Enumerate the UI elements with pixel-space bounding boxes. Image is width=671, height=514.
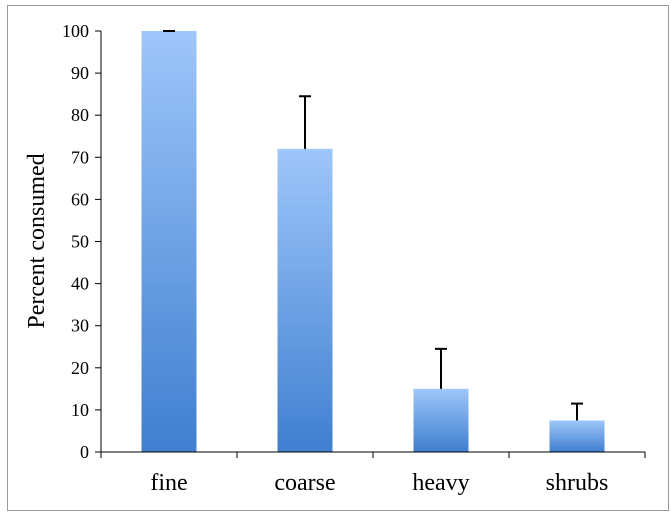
y-tick-label: 70 — [71, 147, 89, 167]
y-tick-label: 0 — [80, 442, 89, 462]
bar-chart: Percent consumed fine coarse heavy shrubs 0 1… — [24, 21, 646, 496]
bar-fine — [141, 31, 197, 452]
x-tick-label: coarse — [274, 470, 335, 496]
x-tick-label: heavy — [412, 470, 469, 496]
bar-coarse — [277, 148, 333, 452]
bar-heavy — [413, 388, 469, 452]
y-tick-label: 10 — [71, 400, 89, 420]
y-tick-label: 90 — [71, 63, 89, 83]
y-tick-label: 80 — [71, 105, 89, 125]
x-tick-label: fine — [150, 470, 187, 496]
bar-shrubs — [549, 420, 605, 452]
y-tick-label: 50 — [71, 232, 89, 252]
y-tick-label: 30 — [71, 316, 89, 336]
y-tick-label: 20 — [71, 358, 89, 378]
y-axis-label: Percent consumed — [24, 153, 50, 328]
y-tick-label: 100 — [62, 21, 89, 41]
y-tick-label: 40 — [71, 274, 89, 294]
y-tick-label: 60 — [71, 189, 89, 209]
chart-frame: Percent consumed fine coarse heavy shrubs 0 1… — [7, 5, 669, 511]
x-tick-label: shrubs — [546, 470, 609, 496]
plot-area: fine coarse heavy shrubs 0 10 20 30 40 50 60 70 80 90… — [62, 21, 646, 496]
